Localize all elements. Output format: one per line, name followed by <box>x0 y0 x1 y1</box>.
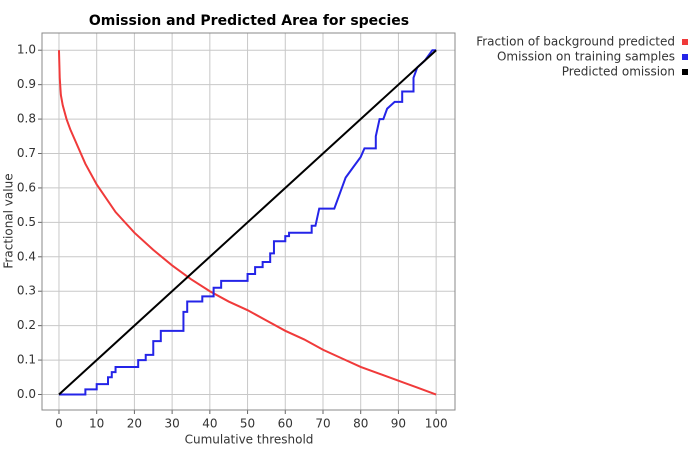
legend-swatch <box>682 69 688 75</box>
legend-swatch <box>682 39 688 45</box>
y-tick-label: 0.8 <box>17 112 36 126</box>
y-tick-label: 0.2 <box>17 318 36 332</box>
x-tick-label: 60 <box>278 417 293 431</box>
plot-frame <box>41 32 456 411</box>
y-tick-label: 0.5 <box>17 215 36 229</box>
x-tick-label: 40 <box>202 417 217 431</box>
y-tick-label: 0.6 <box>17 180 36 194</box>
y-tick-label: 0.7 <box>17 146 36 160</box>
y-tick-label: 0.3 <box>17 284 36 298</box>
x-tick-label: 50 <box>240 417 255 431</box>
legend-label: Fraction of background predicted <box>476 35 675 49</box>
y-axis-title: Fractional value <box>2 173 16 268</box>
x-tick-label: 70 <box>315 417 330 431</box>
x-tick-label: 20 <box>127 417 142 431</box>
legend-swatch <box>682 54 688 60</box>
x-axis-title: Cumulative threshold <box>185 433 314 447</box>
series-line <box>58 49 437 396</box>
y-tick-label: 0.1 <box>17 353 36 367</box>
x-tick-label: 10 <box>89 417 104 431</box>
y-tick-label: 0.0 <box>17 387 36 401</box>
y-tick-label: 0.9 <box>17 77 36 91</box>
series-line <box>57 50 437 396</box>
y-tick-label: 0.4 <box>17 249 36 263</box>
series-line <box>58 49 437 396</box>
legend-label: Omission on training samples <box>497 50 675 64</box>
x-tick-label: 100 <box>425 417 448 431</box>
x-tick-label: 80 <box>353 417 368 431</box>
x-tick-label: 0 <box>55 417 63 431</box>
x-tick-label: 30 <box>164 417 179 431</box>
x-tick-label: 90 <box>391 417 406 431</box>
legend-label: Predicted omission <box>562 65 675 79</box>
chart-title: Omission and Predicted Area for species <box>89 13 409 29</box>
y-tick-label: 1.0 <box>17 43 36 57</box>
